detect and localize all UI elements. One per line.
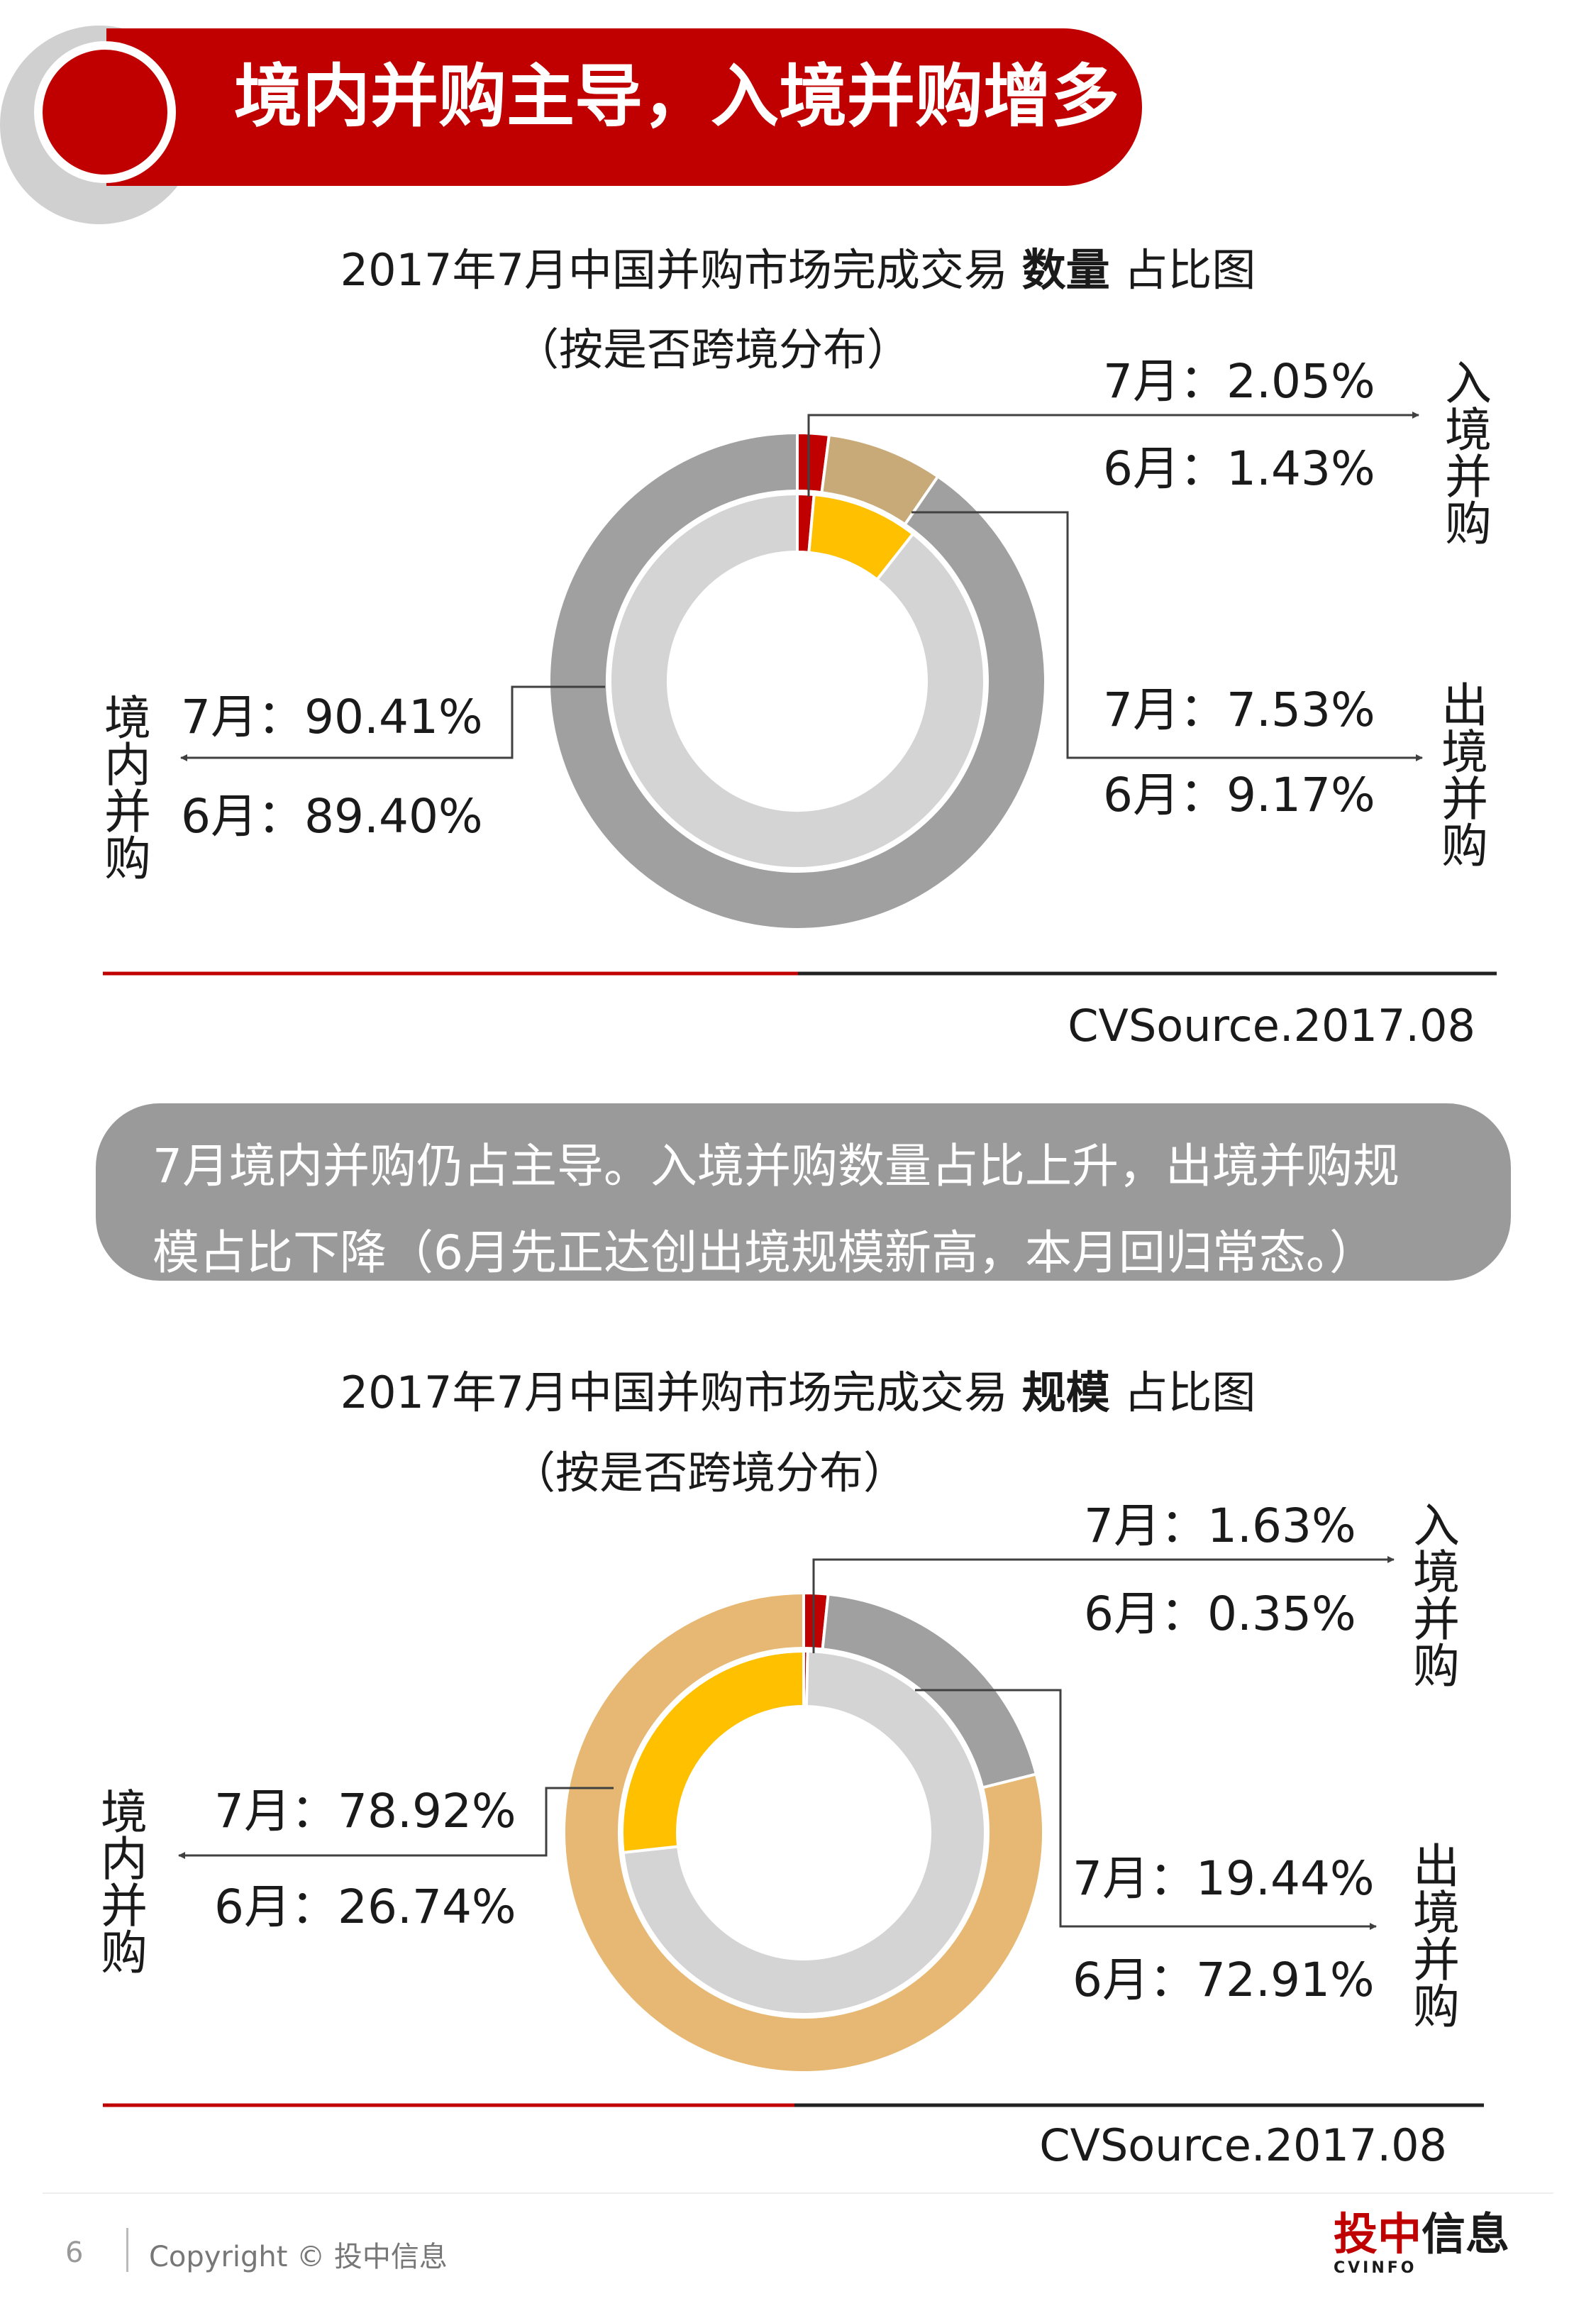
footer-separator — [126, 2228, 128, 2272]
chart1-title: 2017年7月中国并购市场完成交易 数量 占比图 — [0, 248, 1596, 292]
chart1-inbound-label-char: 境 — [1445, 403, 1492, 458]
chart1-outbound-connector — [911, 511, 1423, 761]
chart1-outbound-label-char: 并 — [1441, 772, 1488, 827]
chart1-domestic-label-char: 内 — [104, 738, 151, 793]
chart2-inner-ring-slice-2 — [621, 1649, 805, 1855]
chart2-outbound-jun: 6月：72.91% — [1073, 1953, 1375, 2007]
chart1-domestic-label: 境内并购 — [103, 695, 153, 883]
chart2-inbound-label-char: 境 — [1413, 1545, 1460, 1600]
logo-wordmark: 投中信息 — [1334, 2212, 1525, 2256]
summary-line-1: 7月境内并购仍占主导。入境并购数量占比上升，出境并购规 — [153, 1139, 1400, 1193]
chart1-inbound-jul: 7月：2.05% — [1103, 354, 1375, 409]
chart1-subtitle: （按是否跨境分布） — [514, 324, 911, 375]
chart2-outbound-label: 出境并购 — [1412, 1843, 1461, 2031]
footer-divider — [43, 2192, 1553, 2194]
chart2-domestic-jul: 7月：78.92% — [214, 1784, 516, 1838]
chart1-outbound-jun: 6月：9.17% — [1103, 768, 1375, 822]
chart1-outbound-label-char: 境 — [1441, 725, 1488, 780]
chart2-inner-ring-slice-1 — [621, 1650, 987, 2016]
chart1-inner-ring-slice-2 — [609, 492, 986, 870]
chart2-outbound-label-char: 并 — [1413, 1933, 1460, 1987]
chart1-outbound-label: 出境并购 — [1440, 683, 1490, 870]
title-banner — [106, 28, 1142, 186]
chart2-outbound-connector — [915, 1689, 1377, 1930]
summary-line-2: 模占比下降（6月先正达创出境规模新高，本月回归常态。） — [153, 1225, 1376, 1280]
chart2-outer-ring-slice-2 — [564, 1593, 1043, 2073]
chart2-inbound-label-char: 并 — [1413, 1592, 1460, 1647]
summary-box: 7月境内并购仍占主导。入境并购数量占比上升，出境并购规 模占比下降（6月先正达创… — [96, 1103, 1511, 1281]
logo-black-part: 信息 — [1422, 2208, 1510, 2260]
chart2-title-bold: 规模 — [1021, 1367, 1110, 1418]
chart1-title-bold: 数量 — [1021, 244, 1110, 296]
chart1-domestic-label-char: 境 — [104, 691, 151, 746]
chart2-domestic-label-char: 购 — [101, 1926, 148, 1980]
chart2-inbound-connector — [812, 1556, 1395, 1653]
chart2-outbound-label-char: 购 — [1413, 1980, 1460, 2034]
chart2-domestic-connector — [178, 1787, 614, 1859]
chart1-outbound-jul: 7月：7.53% — [1103, 683, 1375, 737]
chart2-title-suffix: 占比图 — [1109, 1367, 1256, 1418]
page-title: 境内并购主导，入境并购增多 — [234, 57, 1119, 136]
chart1-donut — [549, 433, 1046, 929]
page-number: 6 — [65, 2236, 84, 2269]
chart1-inbound-label: 入境并购 — [1443, 360, 1493, 548]
chart2-source: CVSource.2017.08 — [1039, 2119, 1447, 2171]
chart2-domestic-label-char: 内 — [101, 1832, 148, 1887]
chart2-outbound-label-char: 出 — [1413, 1839, 1460, 1894]
chart1-outbound-label-char: 出 — [1441, 678, 1488, 733]
chart2-subtitle: （按是否跨境分布） — [511, 1447, 907, 1499]
chart2-title: 2017年7月中国并购市场完成交易 规模 占比图 — [0, 1371, 1596, 1415]
chart1-title-prefix: 2017年7月中国并购市场完成交易 — [340, 244, 1022, 296]
chart2-domestic-label-char: 境 — [101, 1785, 148, 1840]
chart1-source: CVSource.2017.08 — [1068, 1000, 1475, 1052]
chart2-outbound-label-char: 境 — [1413, 1886, 1460, 1941]
chart1-inbound-label-char: 入 — [1445, 356, 1492, 411]
cvinfo-logo: 投中信息 CVINFO — [1334, 2212, 1525, 2290]
chart1-inbound-label-char: 并 — [1445, 450, 1492, 504]
chart2-inbound-jul: 7月：1.63% — [1084, 1499, 1356, 1553]
copyright-text: Copyright © 投中信息 — [149, 2241, 448, 2273]
logo-red-part: 投中 — [1334, 2208, 1422, 2260]
chart1-outbound-label-char: 购 — [1441, 819, 1488, 873]
chart1-domestic-label-char: 购 — [104, 832, 151, 886]
chart2-domestic-label: 境内并购 — [99, 1789, 149, 1977]
chart1-domestic-jul: 7月：90.41% — [181, 690, 483, 744]
chart2-title-prefix: 2017年7月中国并购市场完成交易 — [340, 1367, 1022, 1418]
chart2-outbound-jul: 7月：19.44% — [1073, 1851, 1375, 1906]
chart1-domestic-label-char: 并 — [104, 785, 151, 839]
chart1-title-suffix: 占比图 — [1109, 244, 1256, 296]
chart2-domestic-jun: 6月：26.74% — [214, 1880, 516, 1934]
chart1-inbound-label-char: 购 — [1445, 497, 1492, 551]
chart1-domestic-connector — [180, 685, 605, 761]
chart2-inbound-label-char: 入 — [1413, 1499, 1460, 1553]
chart1-inbound-connector — [807, 412, 1419, 497]
chart2-inbound-label: 入境并购 — [1412, 1503, 1461, 1690]
chart1-inbound-jun: 6月：1.43% — [1103, 441, 1375, 496]
chart2-inbound-label-char: 购 — [1413, 1639, 1460, 1694]
chart1-outer-ring-slice-2 — [549, 433, 1046, 929]
chart1-domestic-jun: 6月：89.40% — [181, 789, 483, 844]
chart2-domestic-label-char: 并 — [101, 1879, 148, 1933]
logo-subtext: CVINFO — [1334, 2259, 1417, 2277]
chart2-inbound-jun: 6月：0.35% — [1084, 1587, 1356, 1641]
